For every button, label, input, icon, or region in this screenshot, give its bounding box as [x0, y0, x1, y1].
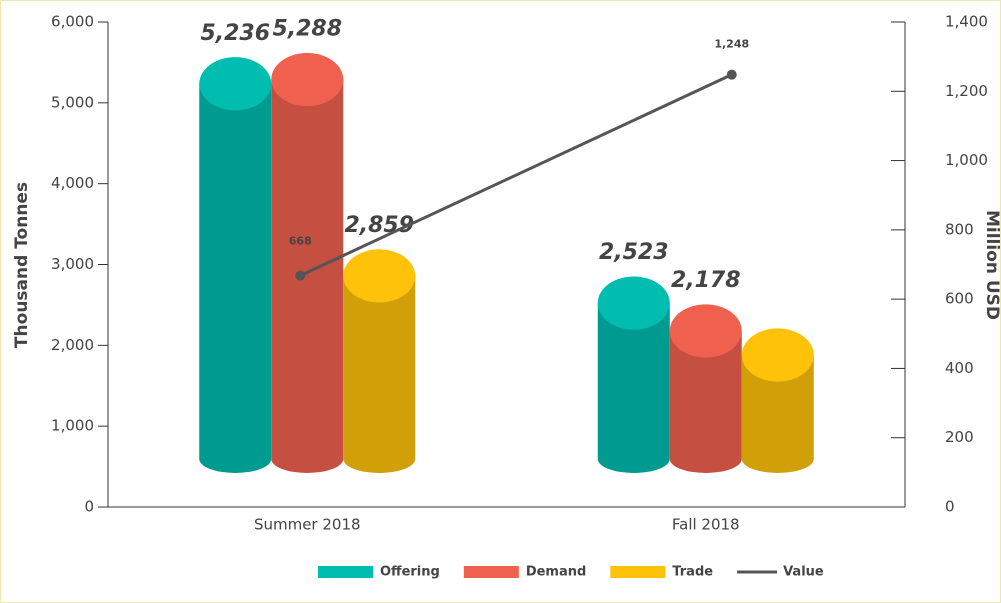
- y-tick-label: 0: [84, 498, 94, 516]
- x-tick-label: Summer 2018: [254, 516, 361, 534]
- line-value-label: 668: [289, 235, 312, 248]
- y2-tick-label: 400: [945, 359, 974, 377]
- y2-tick-label: 1,000: [945, 151, 988, 169]
- y-tick-label: 3,000: [51, 255, 94, 273]
- line-value-label: 1,248: [714, 38, 749, 51]
- y2-tick-label: 1,200: [945, 82, 988, 100]
- legend-swatch: [610, 566, 666, 578]
- cylinder-top: [271, 52, 344, 107]
- cylinder: [669, 304, 742, 474]
- legend-swatch: [463, 566, 519, 578]
- cylinder: [343, 249, 416, 474]
- y2-tick-label: 0: [945, 498, 955, 516]
- legend-swatch: [318, 566, 373, 578]
- y2-tick-label: 200: [945, 428, 974, 446]
- y-tick-label: 1,000: [51, 417, 94, 435]
- cylinder-body: [597, 303, 670, 474]
- value-label: 2,523: [599, 240, 669, 265]
- value-label: 5,236: [200, 21, 270, 46]
- y2-axis-label: Million USD: [982, 210, 1001, 320]
- legend-label: Offering: [380, 565, 440, 580]
- y-tick-label: 6,000: [51, 13, 94, 31]
- y-tick-label: 2,000: [51, 336, 94, 354]
- cylinder-body: [199, 83, 272, 474]
- cylinder-top: [343, 249, 416, 303]
- y-axis-label: Thousand Tonnes: [12, 182, 32, 348]
- cylinder: [741, 328, 814, 474]
- cylinder: [597, 276, 670, 474]
- line: [299, 73, 733, 277]
- legend-label: Demand: [526, 565, 587, 580]
- cylinder-body: [271, 79, 344, 474]
- cylinder-body: [669, 330, 742, 474]
- y-tick-label: 5,000: [51, 93, 94, 111]
- x-tick-label: Fall 2018: [672, 516, 740, 534]
- cylinder: [271, 52, 344, 474]
- y2-tick-label: 600: [945, 290, 974, 308]
- cylinder-body: [741, 355, 814, 474]
- y-tick-label: 4,000: [51, 174, 94, 192]
- cylinder-top: [199, 57, 272, 111]
- cylinder-top: [669, 304, 742, 358]
- value-label: 5,288: [272, 17, 342, 42]
- line-marker: [295, 270, 306, 281]
- legend-label: Trade: [672, 565, 713, 580]
- value-label: 2,178: [671, 268, 741, 293]
- value-label: 2,859: [344, 213, 414, 238]
- y2-tick-label: 1,400: [945, 13, 988, 31]
- cylinder-body: [343, 275, 416, 474]
- cylinder-top: [741, 328, 814, 382]
- y2-tick-label: 800: [945, 220, 974, 238]
- line-marker: [726, 69, 737, 80]
- cylinder-top: [597, 276, 670, 330]
- cylinder: [199, 57, 272, 474]
- legend-label: Value: [783, 565, 824, 580]
